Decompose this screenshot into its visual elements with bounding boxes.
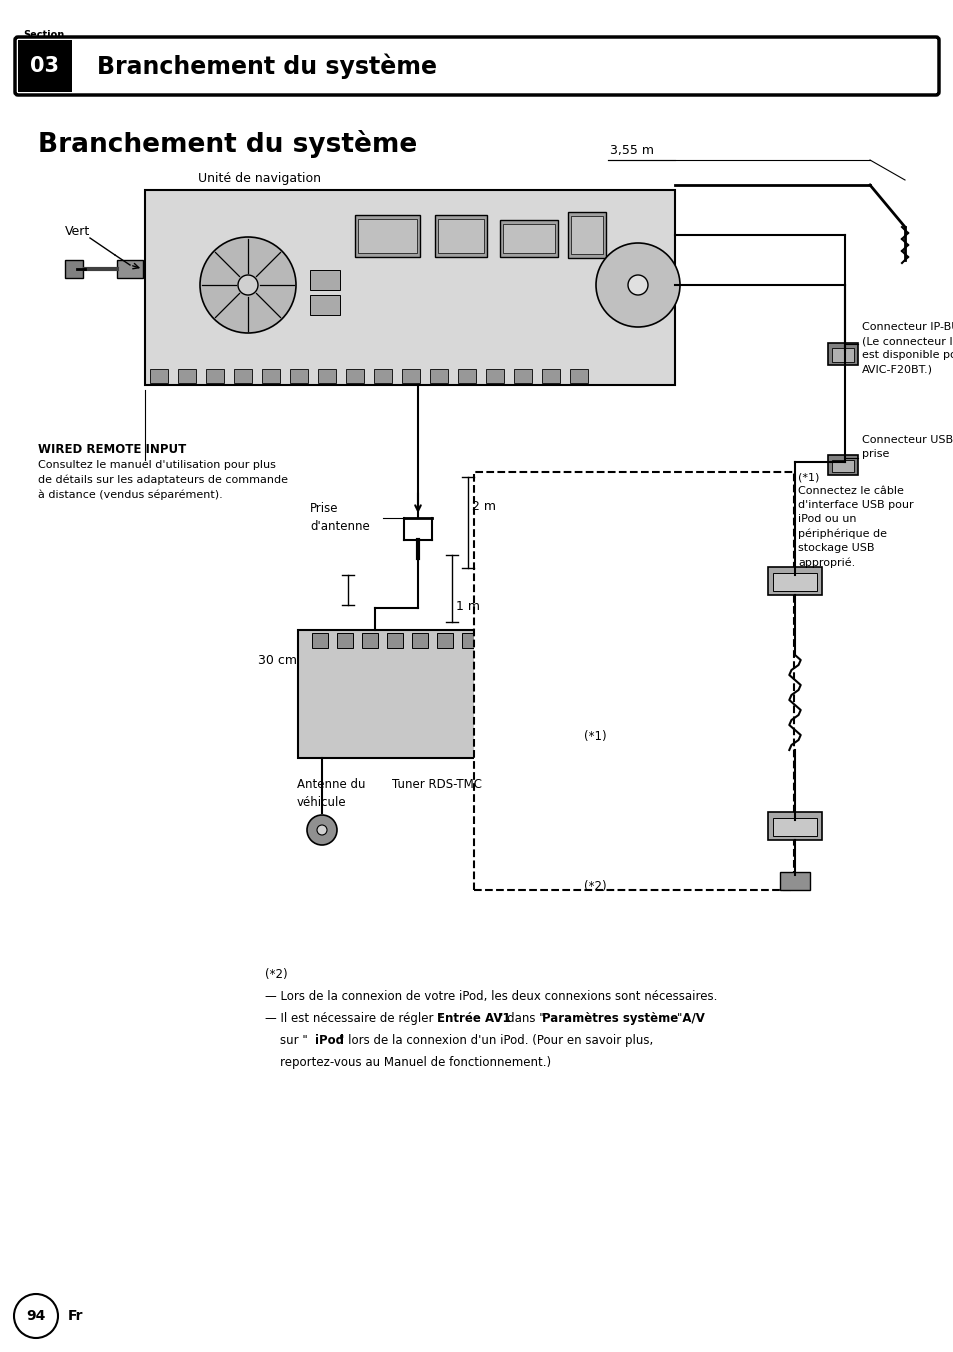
Bar (499, 220, 558, 257)
FancyBboxPatch shape (15, 37, 938, 95)
Bar (827, 343, 857, 365)
Bar (569, 369, 587, 383)
Bar (312, 633, 328, 648)
Text: sur ": sur " (265, 1034, 308, 1046)
Bar (18, 41, 71, 92)
Text: Branchement du système: Branchement du système (38, 130, 416, 158)
Bar (65, 260, 83, 279)
Text: 03: 03 (30, 55, 59, 76)
Bar (387, 633, 402, 648)
Text: — Lors de la connexion de votre iPod, les deux connexions sont nécessaires.: — Lors de la connexion de votre iPod, le… (265, 990, 717, 1003)
Bar (435, 215, 486, 257)
Bar (457, 369, 476, 383)
Text: " lors de la connexion d'un iPod. (Pour en savoir plus,: " lors de la connexion d'un iPod. (Pour … (339, 1034, 653, 1046)
Bar (436, 633, 453, 648)
Circle shape (307, 815, 336, 845)
Bar (780, 872, 809, 890)
Bar (357, 219, 416, 253)
Bar (772, 573, 816, 591)
Circle shape (14, 1294, 58, 1338)
Text: 30 cm: 30 cm (257, 654, 296, 667)
Bar (831, 347, 853, 362)
Text: 1 m: 1 m (456, 600, 479, 612)
Text: (*1)
Connectez le câble
d'interface USB pour
iPod ou un
périphérique de
stockage: (*1) Connectez le câble d'interface USB … (797, 472, 913, 568)
Bar (430, 369, 448, 383)
Circle shape (596, 243, 679, 327)
Bar (461, 633, 477, 648)
Bar (767, 566, 821, 595)
Bar (437, 219, 483, 253)
Bar (145, 191, 675, 385)
Bar (514, 369, 532, 383)
Bar (262, 369, 280, 383)
Text: (*2): (*2) (583, 880, 606, 894)
Bar (412, 633, 428, 648)
Text: — Il est nécessaire de régler ": — Il est nécessaire de régler " (265, 1013, 442, 1025)
Bar (355, 215, 419, 257)
Bar (150, 369, 168, 383)
Bar (541, 369, 559, 383)
Text: reportez-vous au Manuel de fonctionnement.): reportez-vous au Manuel de fonctionnemen… (265, 1056, 551, 1069)
Text: Prise
d'antenne: Prise d'antenne (310, 502, 370, 533)
Bar (178, 369, 195, 383)
Text: Branchement du système: Branchement du système (97, 53, 436, 78)
Bar (567, 212, 605, 258)
Bar (346, 369, 364, 383)
Bar (474, 472, 793, 890)
Text: Fr: Fr (68, 1309, 84, 1324)
Text: Section: Section (23, 30, 64, 41)
Bar (310, 295, 339, 315)
Text: Paramètres système A/V: Paramètres système A/V (542, 1013, 704, 1025)
Bar (571, 216, 602, 254)
Bar (827, 456, 857, 475)
Text: Vert: Vert (65, 224, 91, 238)
Bar (297, 630, 476, 758)
Text: WIRED REMOTE INPUT: WIRED REMOTE INPUT (38, 443, 186, 456)
Text: 3,55 m: 3,55 m (609, 145, 654, 157)
Bar (317, 369, 335, 383)
Bar (831, 460, 853, 472)
Text: (*2): (*2) (265, 968, 287, 982)
Text: 94: 94 (27, 1309, 46, 1324)
Text: 2 m: 2 m (472, 500, 496, 512)
Bar (361, 633, 377, 648)
Text: Consultez le manuel d'utilisation pour plus
de détails sur les adaptateurs de co: Consultez le manuel d'utilisation pour p… (38, 460, 288, 499)
Text: Connecteur USB et mini
prise: Connecteur USB et mini prise (862, 435, 953, 458)
Text: iPod: iPod (314, 1034, 344, 1046)
Circle shape (316, 825, 327, 836)
Bar (374, 369, 392, 383)
Bar (117, 260, 143, 279)
Bar (772, 818, 816, 836)
Bar (290, 369, 308, 383)
Text: Connecteur IP-BUS
(Le connecteur IP-BUS
est disponible pour le
AVIC-F20BT.): Connecteur IP-BUS (Le connecteur IP-BUS … (862, 322, 953, 375)
Bar (233, 369, 252, 383)
Text: Unité de navigation: Unité de navigation (198, 172, 320, 185)
Text: ": " (676, 1013, 681, 1025)
Circle shape (627, 274, 647, 295)
Circle shape (237, 274, 257, 295)
Text: " dans ": " dans " (497, 1013, 544, 1025)
Text: Tuner RDS-TMC: Tuner RDS-TMC (392, 777, 481, 791)
Bar (206, 369, 224, 383)
Text: (*1): (*1) (583, 730, 606, 744)
Circle shape (200, 237, 295, 333)
Bar (485, 369, 503, 383)
Bar (767, 813, 821, 840)
Text: Entrée AV1: Entrée AV1 (436, 1013, 510, 1025)
Bar (336, 633, 353, 648)
Text: Antenne du
véhicule: Antenne du véhicule (296, 777, 365, 808)
Bar (401, 369, 419, 383)
Bar (502, 224, 555, 253)
Bar (310, 270, 339, 289)
